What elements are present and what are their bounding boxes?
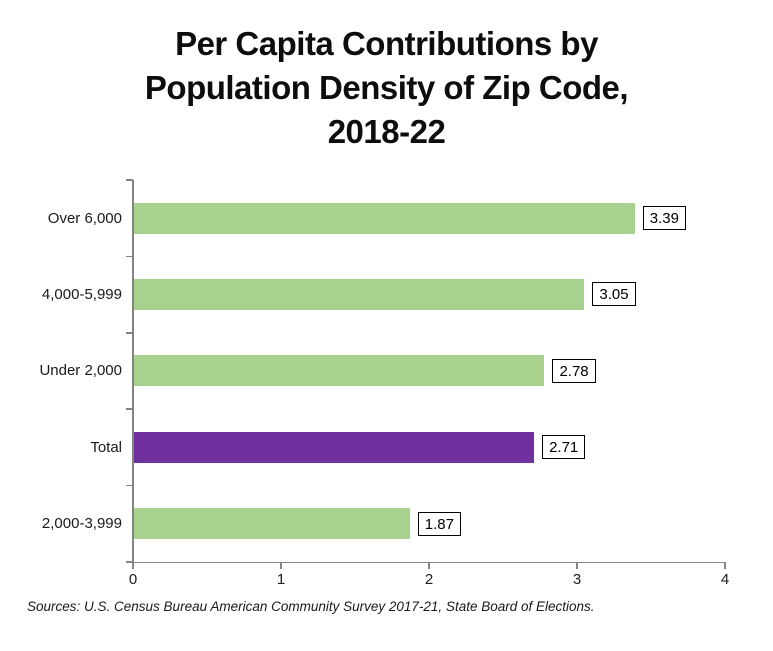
category-label: Over 6,000 [47,209,122,227]
x-axis-tick [280,562,282,569]
bar-row: 3.39 [133,180,725,256]
y-axis-line [132,180,134,569]
x-axis-tick [724,562,726,569]
data-label: 1.87 [417,511,461,536]
plot-area: 3.39 3.05 2.78 2.71 1.87 0 1 2 3 4 [126,179,729,588]
y-axis-tick [126,408,133,410]
category-label: Total [90,438,122,456]
bar [133,202,635,234]
y-axis-tick [126,332,133,334]
category-label: Under 2,000 [39,362,122,380]
category-label: 2,000-3,999 [41,515,122,533]
data-label: 3.05 [592,282,636,307]
y-axis-tick [126,179,133,181]
y-axis-tick [126,255,133,258]
x-axis-tick-label: 1 [276,571,286,588]
chart-title-line-3: 2018-22 [327,113,446,150]
bar-row: 3.05 [133,256,725,332]
x-axis-tick [428,562,430,569]
x-axis-tick [576,562,578,569]
bars-container: 3.39 3.05 2.78 2.71 1.87 [133,180,725,562]
category-label: 4,000-5,999 [41,286,122,304]
bar [133,508,410,540]
x-axis-tick-label: 4 [720,571,730,588]
y-axis-tick [126,484,133,487]
x-axis-tick [132,562,134,569]
bar-row: 2.71 [133,409,725,485]
bar-row: 1.87 [133,486,725,562]
chart-title-line-1: Per Capita Contributions by [175,25,598,62]
x-axis-tick-label: 0 [128,571,138,588]
x-axis-tick-label: 3 [572,571,582,588]
data-label: 2.71 [542,435,586,460]
total-bar [133,431,535,463]
bar [133,355,545,387]
data-label: 2.78 [552,358,596,383]
x-axis-tick-label: 2 [424,571,434,588]
chart-title-line-2: Population Density of Zip Code, [144,69,629,106]
chart-title: Per Capita Contributions by Population D… [0,22,773,154]
bar [133,279,585,311]
category-axis-labels: Over 6,000 4,000-5,999 Under 2,000 Total 2,0… [0,180,122,562]
y-axis-tick [126,561,133,563]
source-note: Sources: U.S. Census Bureau American Com… [27,599,595,614]
bar-row: 2.78 [133,333,725,409]
data-label: 3.39 [642,206,686,230]
